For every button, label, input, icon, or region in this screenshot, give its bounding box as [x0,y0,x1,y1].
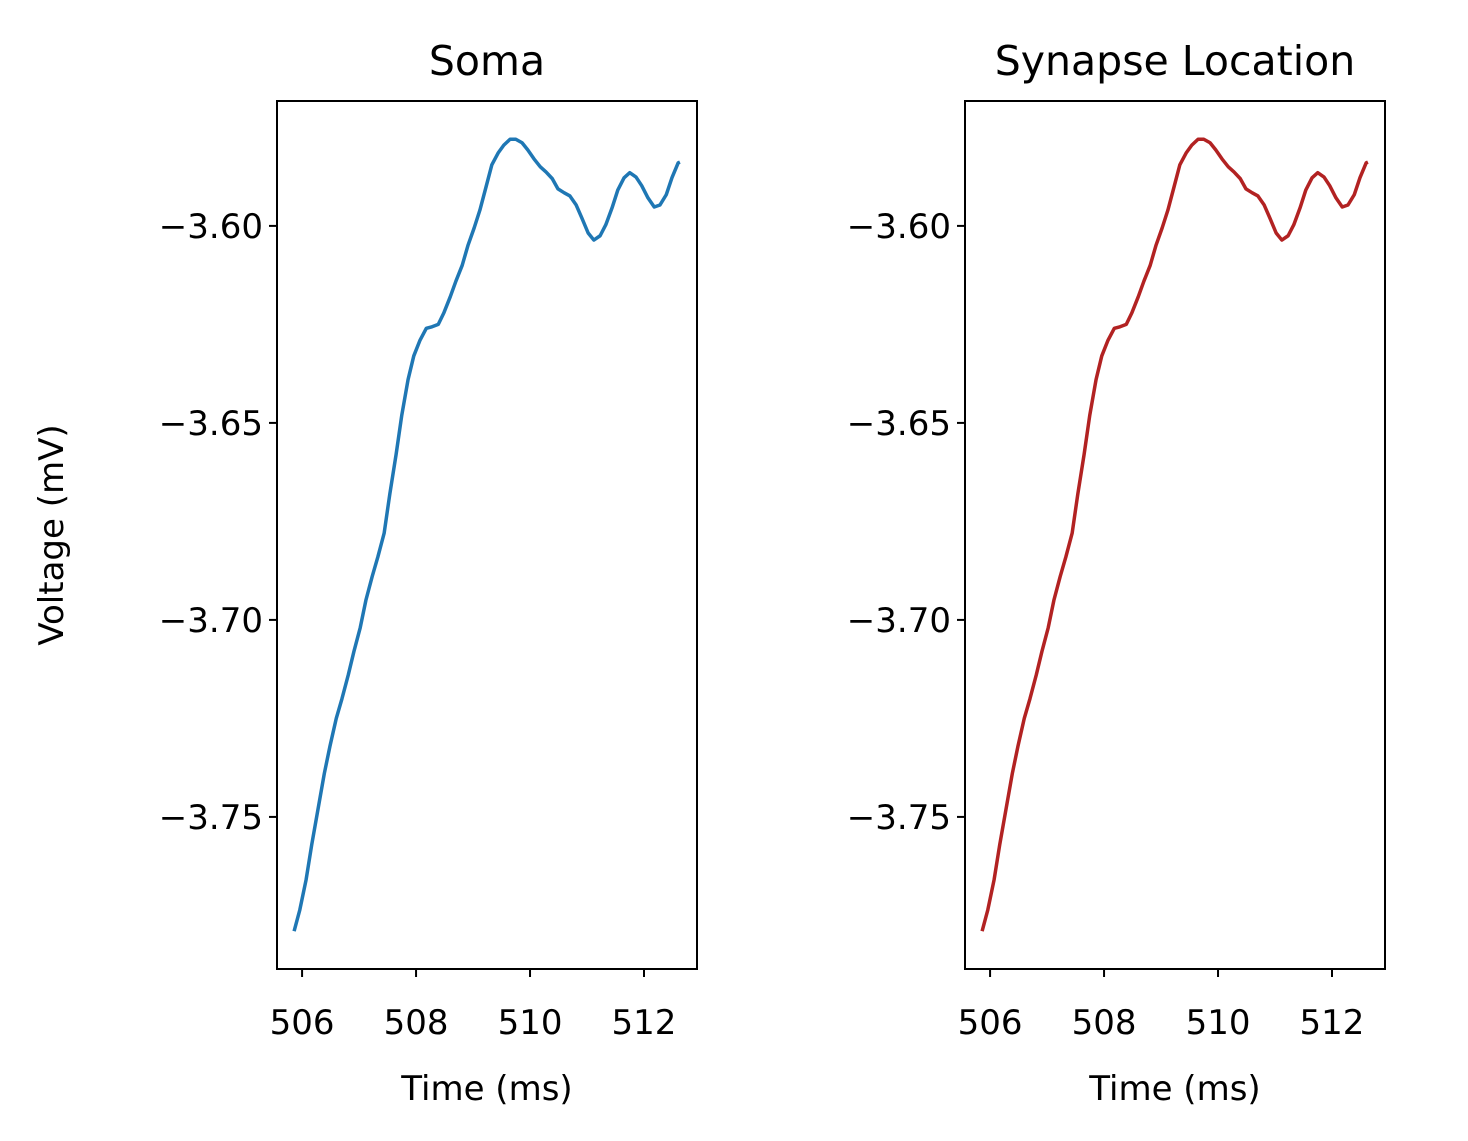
x-axis-label: Time (ms) [400,1069,572,1109]
x-tick-label: 506 [958,1003,1023,1043]
axes-frame [276,100,698,970]
chart-title: Soma [429,37,545,85]
x-tick-label: 510 [1186,1003,1251,1043]
axes-frame [964,100,1386,970]
y-tick-label: −3.65 [847,404,951,444]
y-axis-label: Voltage (mV) [32,424,72,645]
y-tick-label: −3.65 [159,404,263,444]
y-tick-label: −3.60 [159,207,263,247]
x-tick-label: 512 [1300,1003,1365,1043]
line [980,137,1369,932]
y-tick-label: −3.75 [159,798,263,838]
x-tick-label: 506 [270,1003,335,1043]
x-tick-label: 510 [498,1003,563,1043]
x-tick-label: 508 [1072,1003,1137,1043]
x-tick-label: 508 [384,1003,449,1043]
line [292,137,681,932]
y-tick-label: −3.70 [159,601,263,641]
y-tick-label: −3.75 [847,798,951,838]
x-tick-label: 512 [612,1003,677,1043]
x-axis-label: Time (ms) [1088,1069,1260,1109]
chart-title: Synapse Location [995,37,1355,85]
y-tick-label: −3.70 [847,601,951,641]
y-tick-label: −3.60 [847,207,951,247]
